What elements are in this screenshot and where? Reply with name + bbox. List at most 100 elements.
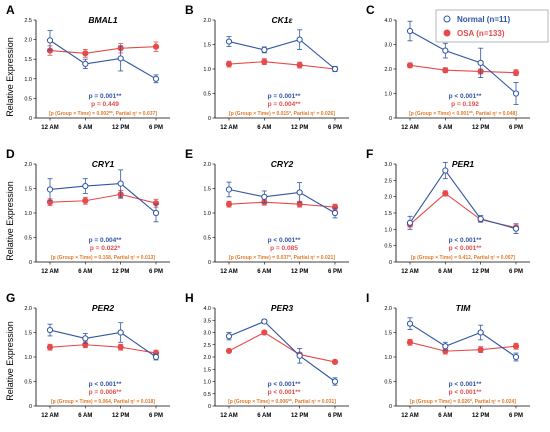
p-value-osa: p = 0.022* <box>90 245 121 252</box>
interaction-stat: [p (Group × Time) = 0.064, Partial η² = … <box>51 399 155 405</box>
data-point-normal <box>296 352 303 359</box>
data-point-normal <box>477 59 484 66</box>
series-line-osa <box>49 193 157 204</box>
panel-title-b: CK1ε <box>271 15 293 25</box>
y-tick-label: 2.0 <box>384 195 392 201</box>
panel-letter-a: A <box>6 3 15 17</box>
y-tick-label: 0.5 <box>24 236 32 242</box>
y-tick-label: 0.5 <box>384 244 392 250</box>
series-line-osa <box>409 341 517 352</box>
data-point-normal <box>82 60 89 68</box>
y-tick-label: 1.5 <box>203 43 211 49</box>
x-tick-label: 12 PM <box>291 269 308 275</box>
y-tick-label: 1.0 <box>203 211 211 217</box>
y-tick-label: 1.0 <box>384 355 392 361</box>
y-tick-label: 3.0 <box>384 162 392 168</box>
panel-letter-i: I <box>366 291 369 305</box>
panel-letter-c: C <box>366 3 375 17</box>
p-value-normal: p < 0.001** <box>449 93 482 100</box>
interaction-stat: [p (Group × Time) = 0.006**, Partial η² … <box>228 399 336 405</box>
y-tick-label: 1.0 <box>24 355 32 361</box>
x-tick-label: 6 PM <box>509 413 523 419</box>
data-point-osa <box>225 61 233 68</box>
panel-d: D CRY1 0 0.5 1.0 1.5 2.0 12 AM 6 AM 12 PM 6 PM p = … <box>6 147 170 275</box>
y-tick-label: 2.5 <box>203 343 211 349</box>
series-line-normal <box>409 323 517 358</box>
x-tick-label: 6 AM <box>78 269 92 275</box>
panel-title-h: PER3 <box>271 303 293 313</box>
x-tick-label: 12 AM <box>401 413 418 419</box>
y-tick-label: 0.5 <box>24 380 32 386</box>
y-tick-label: 2.5 <box>24 18 32 24</box>
data-point-normal <box>152 353 160 361</box>
panel-i: I TIM 0 0.5 1.0 1.5 2.0 12 AM 6 AM 12 PM 6 PM p < 0… <box>366 291 530 419</box>
data-point-osa <box>225 347 233 354</box>
data-point-osa <box>261 58 268 65</box>
data-point-osa <box>406 339 414 346</box>
data-point-normal <box>82 335 89 342</box>
panel-title-i: TIM <box>456 303 472 313</box>
p-value-osa: p < 0.001** <box>449 245 482 252</box>
y-tick-label: 1.5 <box>24 187 32 193</box>
series-line-normal <box>49 183 157 214</box>
y-tick-label: 2.0 <box>384 67 392 73</box>
data-point-osa <box>442 190 449 197</box>
data-point-osa <box>331 358 339 365</box>
x-tick-label: 6 AM <box>257 125 271 131</box>
data-point-normal <box>117 329 124 336</box>
data-point-normal <box>46 37 54 44</box>
y-axis-label-row-2: Relative Expression <box>5 181 15 261</box>
data-point-normal <box>261 318 268 325</box>
y-tick-label: 0.5 <box>384 380 392 386</box>
x-tick-label: 12 PM <box>112 269 129 275</box>
p-value-osa: p < 0.001** <box>268 389 301 396</box>
legend-normal-label: Normal (n=11) <box>457 15 510 24</box>
data-point-normal <box>477 215 484 222</box>
p-value-normal: p = 0.001** <box>89 93 122 100</box>
panel-title-g: PER2 <box>92 303 114 313</box>
data-point-osa <box>117 344 124 351</box>
interaction-stat: [p (Group × Time) = 0.026*, Partial η² =… <box>410 399 516 405</box>
p-value-osa: p = 0.192 <box>451 101 479 108</box>
y-tick-label: 4.0 <box>384 18 392 24</box>
x-tick-label: 12 AM <box>220 269 237 275</box>
panel-letter-e: E <box>185 147 193 161</box>
x-tick-label: 12 PM <box>291 413 308 419</box>
legend-box <box>435 9 549 43</box>
p-value-osa: p = 0.085 <box>270 245 298 252</box>
panel-letter-h: H <box>185 291 194 305</box>
interaction-stat: [p (Group × Time) < 0.001**, Partial η² … <box>409 111 517 117</box>
data-point-osa <box>152 43 160 50</box>
y-tick-label: 1.5 <box>24 331 32 337</box>
p-value-normal: p < 0.001** <box>89 381 122 388</box>
x-tick-label: 12 AM <box>220 413 237 419</box>
series-line-normal <box>228 38 336 70</box>
x-tick-label: 6 PM <box>328 413 342 419</box>
data-point-normal <box>82 182 89 190</box>
x-tick-label: 12 AM <box>41 269 58 275</box>
panel-f: F PER1 0 0.5 1.0 1.5 2.0 2.5 3.0 12 AM 6 AM 12 PM 6 … <box>366 147 530 275</box>
y-tick-label: 0.5 <box>203 92 211 98</box>
data-point-normal <box>442 343 449 350</box>
y-tick-label: 2.0 <box>24 38 32 44</box>
data-point-normal <box>296 36 303 43</box>
data-point-normal <box>46 326 54 334</box>
y-tick-label: 1.5 <box>384 331 392 337</box>
y-tick-label: 0.5 <box>203 392 211 398</box>
x-tick-label: 6 AM <box>438 269 452 275</box>
y-tick-label: 2.0 <box>24 306 32 312</box>
data-point-normal <box>261 193 268 200</box>
series-line-normal <box>409 169 517 230</box>
p-value-osa: p = 0.004** <box>268 101 301 108</box>
y-axis-label-row-1: Relative Expression <box>5 37 15 117</box>
p-value-normal: p < 0.001** <box>449 381 482 388</box>
x-tick-label: 6 AM <box>78 413 92 419</box>
x-tick-label: 6 AM <box>78 125 92 131</box>
y-tick-label: 0 <box>208 404 211 410</box>
p-value-normal: p < 0.001** <box>268 381 301 388</box>
y-tick-label: 1.0 <box>203 67 211 73</box>
x-tick-label: 6 PM <box>328 269 342 275</box>
y-tick-label: 0 <box>29 404 32 410</box>
